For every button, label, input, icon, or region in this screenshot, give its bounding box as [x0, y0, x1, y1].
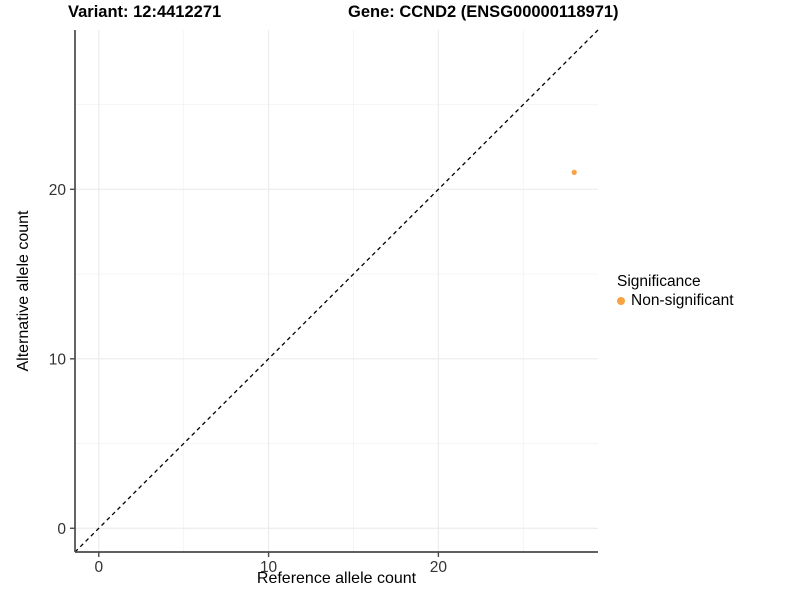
- y-tick-label: 10: [49, 351, 67, 368]
- legend-entry-label: Non-significant: [631, 292, 734, 309]
- y-tick-label: 20: [49, 182, 67, 199]
- y-axis-title: Alternative allele count: [15, 210, 32, 372]
- legend-entry: Non-significant: [617, 291, 734, 310]
- identity-dashed-line: [74, 29, 599, 553]
- x-tick-label: 20: [430, 559, 448, 576]
- legend-title: Significance: [617, 273, 701, 290]
- y-tick-label: 0: [57, 521, 66, 538]
- x-tick-label: 0: [94, 559, 103, 576]
- x-tick-label: 10: [260, 559, 278, 576]
- legend: Significance Non-significant: [617, 272, 734, 310]
- data-point: [571, 169, 577, 175]
- plot-title-gene: Gene: CCND2 (ENSG00000118971): [348, 3, 619, 21]
- x-axis-title: Reference allele count: [256, 570, 417, 587]
- legend-point-icon: [617, 296, 625, 305]
- plot-title-variant: Variant: 12:4412271: [68, 3, 222, 21]
